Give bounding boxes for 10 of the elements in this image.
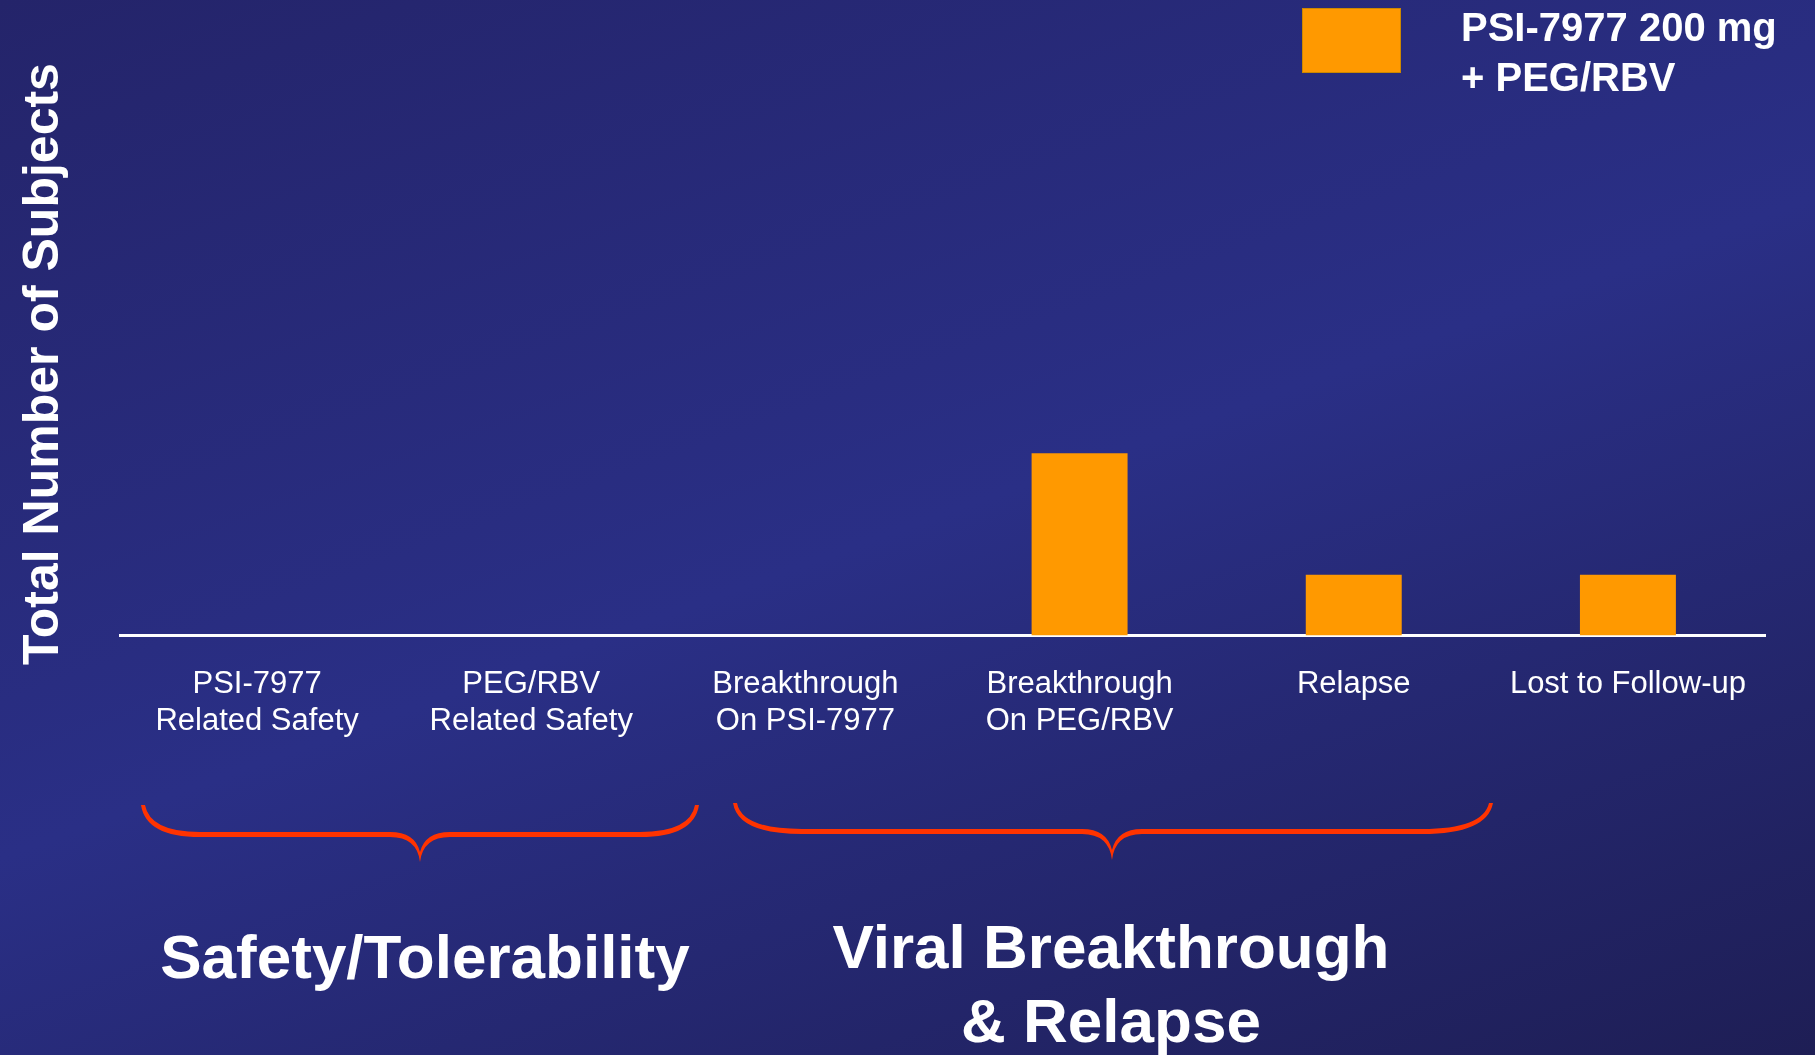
text: Viral Breakthrough & Relapse [831, 911, 1391, 1055]
x-tick-label: PSI-7977 Related Safety [155, 664, 360, 737]
x-tick-label: Breakthrough On PSI-7977 [712, 664, 899, 737]
x-tick-label: Breakthrough On PEG/RBV [985, 664, 1174, 737]
x-tick-label: Relapse [1296, 664, 1411, 700]
y-axis-title: Total Number of Subjects [12, 63, 70, 665]
x-tick-label: PEG/RBV Related Safety [429, 664, 634, 737]
text: PSI-7977 200 mg + PEG/RBV [1461, 4, 1777, 101]
x-tick-label: Lost to Follow-up [1509, 664, 1746, 700]
text: Safety/Tolerability [159, 921, 691, 993]
